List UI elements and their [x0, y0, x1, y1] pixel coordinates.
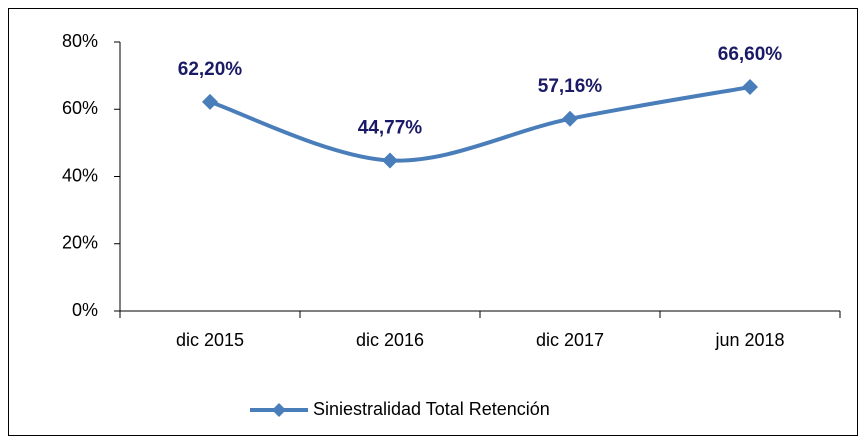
- y-tick-label: 60%: [62, 98, 98, 118]
- data-label: 66,60%: [718, 44, 783, 65]
- y-tick-label: 40%: [62, 165, 98, 185]
- chart-border: [8, 8, 858, 436]
- point-marker: [202, 93, 218, 110]
- x-tick-label: jun 2018: [714, 330, 784, 350]
- legend-marker: [272, 403, 286, 417]
- point-marker: [562, 110, 578, 127]
- legend-label: Siniestralidad Total Retención: [313, 399, 550, 419]
- x-tick-label: dic 2017: [536, 330, 604, 350]
- data-label: 57,16%: [538, 76, 603, 97]
- data-label: 44,77%: [358, 117, 423, 138]
- y-tick-label: 20%: [62, 233, 98, 253]
- x-tick-label: dic 2016: [356, 330, 424, 350]
- point-marker: [382, 152, 398, 169]
- data-label: 62,20%: [178, 59, 243, 80]
- y-tick-label: 80%: [62, 31, 98, 51]
- point-marker: [742, 79, 758, 96]
- series-line: [209, 85, 751, 163]
- x-tick-label: dic 2015: [176, 330, 244, 350]
- x-category-ticks: [119, 311, 841, 318]
- y-tick-label: 0%: [72, 300, 98, 320]
